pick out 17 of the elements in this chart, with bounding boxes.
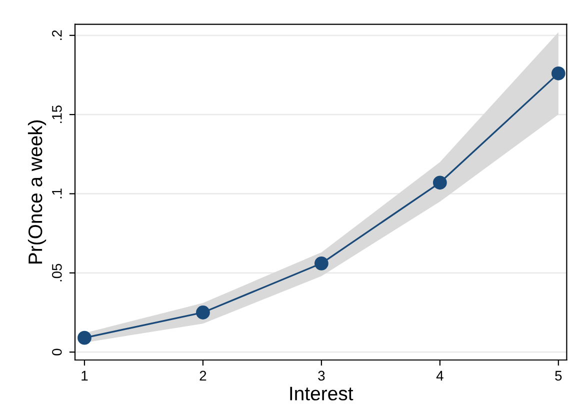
- x-tick-label: 3: [318, 370, 325, 381]
- y-tick-label: .05: [52, 264, 62, 282]
- point: [78, 330, 92, 345]
- x-tick-label: 4: [436, 370, 444, 380]
- y-tick-label: .15: [52, 105, 62, 123]
- x-tick-label: 1: [82, 370, 88, 380]
- x-tick-label: 5: [555, 370, 562, 381]
- y-axis-title: Pr(Once a week): [28, 120, 46, 264]
- y-tick-label: 0: [52, 348, 62, 356]
- point: [551, 66, 566, 80]
- point: [432, 176, 447, 190]
- point: [196, 306, 210, 320]
- point: [314, 256, 328, 270]
- x-axis-title: Interest: [290, 386, 354, 400]
- y-tick-label: .2: [52, 30, 62, 40]
- x-tick-label: 2: [200, 370, 206, 380]
- y-tick-label: .1: [52, 188, 62, 198]
